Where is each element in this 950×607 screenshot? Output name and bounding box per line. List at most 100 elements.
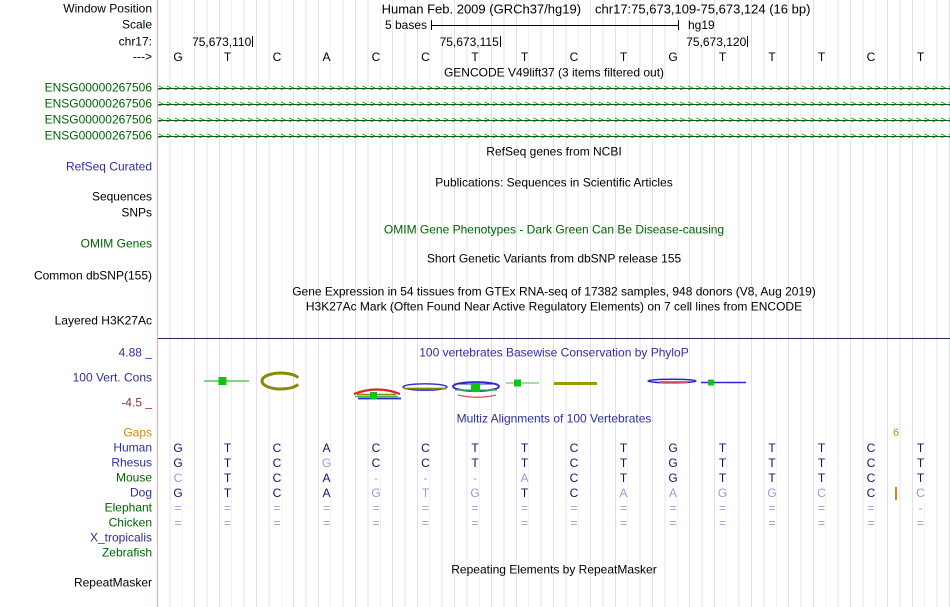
alignment-base: T	[520, 441, 529, 455]
strand-arrows-icon: >>>>>>>>>>>>>>>>>>>>>>>>>>>>>>>>>>>>>>>>…	[158, 115, 950, 126]
gene-item[interactable]: >>>>>>>>>>>>>>>>>>>>>>>>>>>>>>>>>>>>>>>>…	[158, 99, 950, 110]
alignment-base: =	[718, 501, 727, 515]
alignment-base: =	[223, 516, 232, 530]
alignment-base: =	[471, 516, 479, 530]
gene-item[interactable]: >>>>>>>>>>>>>>>>>>>>>>>>>>>>>>>>>>>>>>>>…	[158, 131, 950, 142]
track-label-repeatmasker[interactable]: RepeatMasker	[73, 575, 152, 590]
alignment-base: C	[866, 456, 876, 470]
alignment-base: C	[866, 441, 876, 455]
alignment-base: =	[421, 516, 430, 530]
window-title: Human Feb. 2009 (GRCh37/hg19) chr17:75,67…	[200, 2, 950, 17]
alignment-base: G	[668, 441, 678, 455]
coordinate-label: 75,673,110	[192, 35, 252, 49]
coordinate-label: 75,673,115	[439, 35, 499, 49]
scale-ruler-right-tick	[678, 20, 679, 30]
scale-ruler-left-tick	[431, 20, 432, 30]
alignment-base: =	[372, 501, 380, 515]
base-letter: C	[866, 50, 876, 64]
alignment-base: -	[374, 471, 378, 485]
alignment-base: =	[322, 516, 331, 530]
center-label-multiz[interactable]: Multiz Alignments of 100 Vertebrates	[456, 411, 652, 426]
center-label-omim[interactable]: OMIM Gene Phenotypes - Dark Green Can Be…	[383, 222, 725, 237]
conservation-glyphs	[204, 371, 746, 400]
alignment-base: G	[173, 441, 183, 455]
alignment-base: =	[669, 516, 677, 530]
alignment-base: =	[669, 501, 677, 515]
track-label-sequences[interactable]: Sequences	[91, 189, 152, 204]
base-letter: G	[173, 50, 183, 64]
center-label-gencode[interactable]: GENCODE V49lift37 (3 items filtered out)	[443, 65, 665, 80]
gene-item[interactable]: >>>>>>>>>>>>>>>>>>>>>>>>>>>>>>>>>>>>>>>>…	[158, 115, 950, 126]
alignment-base: =	[867, 516, 875, 530]
track-label-layered-h3k27ac[interactable]: Layered H3K27Ac	[54, 313, 152, 328]
gene-label[interactable]: ENSG00000267506	[44, 128, 152, 143]
row-label-scale: Scale	[121, 17, 152, 32]
alignment-species-label-x_tropicalis[interactable]: X_tropicalis	[89, 530, 152, 545]
alignment-base: T	[768, 456, 776, 470]
alignment-species-label-elephant[interactable]: Elephant	[104, 500, 152, 515]
track-label-refseq-curated[interactable]: RefSeq Curated	[65, 159, 152, 174]
row-label-direction: --->	[133, 49, 152, 64]
alignment-base: C	[817, 486, 826, 500]
alignment-base: T	[471, 441, 479, 455]
row-label-chrom: chr17:	[118, 34, 152, 49]
base-letter: A	[322, 50, 331, 64]
center-label-h3k27ac[interactable]: H3K27Ac Mark (Often Found Near Active Re…	[305, 299, 803, 314]
gap-size-label: 6	[892, 427, 900, 439]
alignment-base: T	[223, 471, 232, 485]
gene-item[interactable]: >>>>>>>>>>>>>>>>>>>>>>>>>>>>>>>>>>>>>>>>…	[158, 83, 950, 94]
alignment-species-label-rhesus[interactable]: Rhesus	[111, 455, 152, 470]
alignment-base: =	[322, 501, 331, 515]
alignment-species-label-mouse[interactable]: Mouse	[115, 470, 152, 485]
alignment-base: C	[272, 456, 282, 470]
alignment-species-label-human[interactable]: Human	[113, 440, 152, 455]
center-label-dbsnp[interactable]: Short Genetic Variants from dbSNP releas…	[426, 251, 682, 266]
scale-genome: hg19	[688, 18, 715, 32]
alignment-base: T	[223, 441, 232, 455]
gene-line	[158, 136, 950, 137]
base-letter: T	[718, 50, 727, 64]
strand-arrows-icon: >>>>>>>>>>>>>>>>>>>>>>>>>>>>>>>>>>>>>>>>…	[158, 131, 950, 142]
gene-label[interactable]: ENSG00000267506	[44, 80, 152, 95]
alignment-base: =	[817, 516, 826, 530]
scale-value: 5 bases	[384, 18, 427, 32]
alignment-base: -	[423, 471, 428, 485]
alignment-base: T	[520, 456, 529, 470]
alignment-base: C	[569, 486, 579, 500]
alignment-base: C	[272, 441, 282, 455]
track-label-omim-genes[interactable]: OMIM Genes	[80, 236, 152, 251]
alignment-base: =	[421, 501, 430, 515]
alignment-base: A	[322, 486, 331, 500]
alignment-species-label-zebrafish[interactable]: Zebrafish	[101, 545, 152, 560]
center-label-gtex[interactable]: Gene Expression in 54 tissues from GTEx …	[292, 284, 816, 299]
alignment-base: A	[619, 486, 628, 500]
center-label-refseq[interactable]: RefSeq genes from NCBI	[486, 144, 622, 159]
center-label-publications[interactable]: Publications: Sequences in Scientific Ar…	[435, 175, 673, 190]
alignment-base: =	[570, 516, 578, 530]
alignment-base: C	[272, 486, 282, 500]
track-label-gaps[interactable]: Gaps	[123, 425, 152, 440]
gene-label[interactable]: ENSG00000267506	[44, 96, 152, 111]
alignment-base: T	[520, 486, 529, 500]
row-label-window-position: Window Position	[63, 1, 152, 16]
track-label-100-vert-cons[interactable]: 100 Vert. Cons	[72, 370, 152, 385]
alignment-base: G	[173, 486, 183, 500]
alignment-base: T	[421, 486, 430, 500]
coordinate-tick	[499, 36, 501, 47]
center-label-repeatmasker[interactable]: Repeating Elements by RepeatMasker	[451, 562, 657, 577]
alignment-base: T	[718, 471, 727, 485]
alignment-base: A	[322, 441, 331, 455]
track-label-snps[interactable]: SNPs	[121, 205, 152, 220]
gene-line	[158, 120, 950, 121]
center-label-conservation[interactable]: 100 vertebrates Basewise Conservation by…	[419, 345, 689, 360]
track-label-common-dbsnp[interactable]: Common dbSNP(155)	[33, 268, 152, 283]
base-letter: T	[916, 50, 925, 64]
gene-label[interactable]: ENSG00000267506	[44, 112, 152, 127]
alignment-species-label-chicken[interactable]: Chicken	[108, 515, 152, 530]
alignment-base: =	[471, 501, 479, 515]
alignment-base: =	[570, 501, 578, 515]
base-letter: C	[371, 50, 381, 64]
alignment-species-label-dog[interactable]: Dog	[129, 485, 152, 500]
alignment-base: T	[916, 456, 925, 470]
alignment-base: C	[371, 456, 381, 470]
